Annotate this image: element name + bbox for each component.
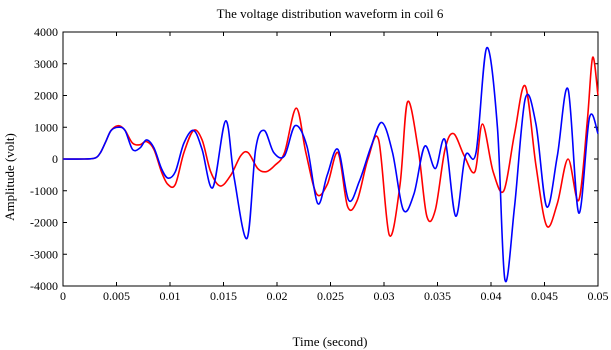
y-tick-label: -1000 xyxy=(30,184,58,198)
y-tick-label: 1000 xyxy=(34,120,58,134)
y-tick-label: 3000 xyxy=(34,57,58,71)
x-tick-label: 0.01 xyxy=(160,289,181,303)
y-axis: -4000 -3000 -2000 -1000 0 1000 2000 3000 4000 xyxy=(30,25,598,293)
series-line-blue xyxy=(62,47,599,283)
x-tick-label: 0.045 xyxy=(531,289,558,303)
y-tick-label: 4000 xyxy=(34,25,58,39)
y-tick-label: -2000 xyxy=(30,216,58,230)
x-axis-title: Time (second) xyxy=(293,334,368,349)
y-tick-label: -4000 xyxy=(30,279,58,293)
x-tick-label: 0.035 xyxy=(424,289,451,303)
x-axis: 0 0.005 0.01 0.015 0.02 0.025 0.03 0.035 0.04 0.0… xyxy=(60,32,609,303)
x-tick-label: 0.03 xyxy=(374,289,395,303)
x-tick-label: 0.025 xyxy=(317,289,344,303)
x-tick-label: 0.015 xyxy=(210,289,237,303)
y-axis-title: Amplitude (volt) xyxy=(2,133,17,221)
y-tick-label: -3000 xyxy=(30,247,58,261)
series-layer xyxy=(62,47,599,283)
series-line-red xyxy=(62,56,599,237)
x-tick-label: 0.005 xyxy=(103,289,130,303)
x-tick-label: 0 xyxy=(60,289,66,303)
y-tick-label: 2000 xyxy=(34,89,58,103)
chart-title: The voltage distribution waveform in coi… xyxy=(217,6,444,21)
y-tick-label: 0 xyxy=(52,152,58,166)
x-tick-label: 0.05 xyxy=(588,289,609,303)
plot-area xyxy=(62,31,599,287)
x-tick-label: 0.02 xyxy=(267,289,288,303)
x-tick-label: 0.04 xyxy=(481,289,502,303)
